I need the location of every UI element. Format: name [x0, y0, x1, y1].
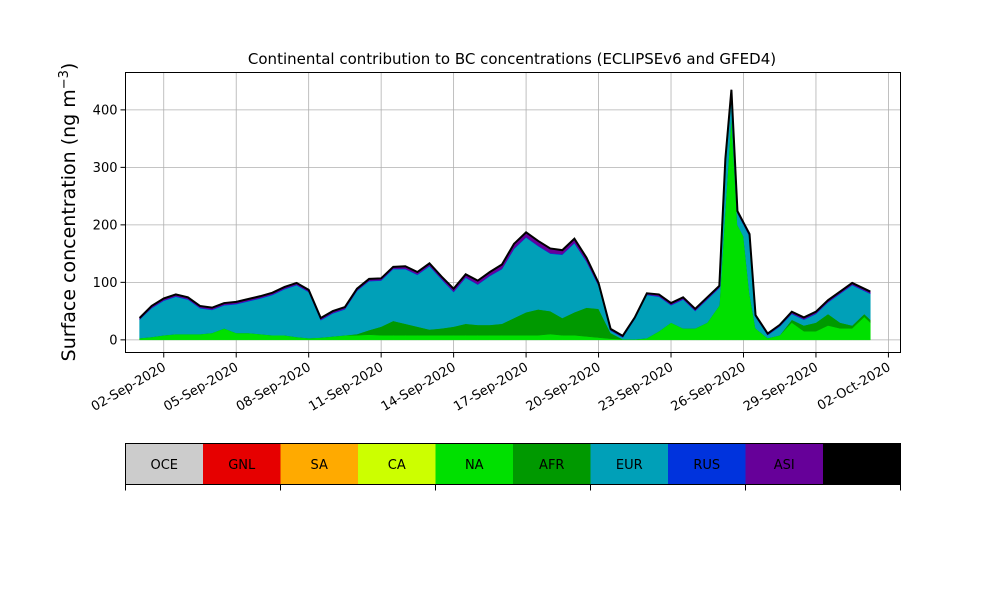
legend-label-asi: ASI [774, 458, 795, 473]
y-tick-label: 0 [109, 333, 117, 348]
x-tick-label: 29-Sep-2020 [741, 360, 821, 415]
legend-swatch-ca [358, 443, 436, 485]
legend-label-oce: OCE [150, 458, 178, 473]
y-tick-label: 100 [93, 276, 118, 291]
x-tick-label: 02-Sep-2020 [89, 360, 169, 415]
legend-label-gnl: GNL [228, 458, 256, 473]
x-tick-label: 20-Sep-2020 [524, 360, 604, 415]
y-axis-label-exponent: −3 [57, 70, 72, 89]
legend-swatch-aus [823, 443, 901, 485]
x-tick-label: 11-Sep-2020 [306, 360, 386, 415]
y-axis-label: Surface concentration (ng m−3) [57, 63, 80, 362]
legend-swatch-na [435, 443, 513, 485]
legend-label-afr: AFR [539, 458, 564, 473]
legend-swatch-oce [125, 443, 203, 485]
y-axis-label-close: ) [58, 63, 80, 70]
x-tick-label: 17-Sep-2020 [451, 360, 531, 415]
stacked-areas [139, 89, 871, 341]
x-axis: 02-Sep-202005-Sep-202008-Sep-202011-Sep-… [89, 352, 893, 415]
x-gridlines [163, 72, 889, 353]
x-tick-label: 23-Sep-2020 [596, 360, 676, 415]
legend-label-ca: CA [388, 458, 406, 473]
legend-frame [125, 443, 901, 485]
legend-label-rus: RUS [693, 458, 720, 473]
legend-swatch-gnl [203, 443, 281, 485]
legend-swatch-rus [668, 443, 746, 485]
x-tick-label: 02-Oct-2020 [815, 360, 893, 414]
legend-swatch-asi [745, 443, 823, 485]
y-tick-label: 300 [93, 161, 118, 176]
y-axis-label-main: Surface concentration (ng m [58, 89, 80, 361]
y-tick-label: 400 [93, 103, 118, 118]
y-tick-label: 200 [93, 218, 118, 233]
legend-swatch-eur [590, 443, 668, 485]
x-tick-label: 26-Sep-2020 [669, 360, 749, 415]
area-eur [139, 92, 871, 340]
legend-label-sa: SA [311, 458, 328, 473]
region-colorbar-legend: OCE GNL SA CA NA AFR EUR RUS ASI AUS [125, 443, 901, 491]
chart-title: Continental contribution to BC concentra… [248, 50, 776, 68]
legend-label-eur: EUR [616, 458, 643, 473]
legend-label-aus: AUS [848, 458, 875, 473]
legend-swatch-afr [513, 443, 591, 485]
legend-swatch-sa [280, 443, 358, 485]
x-tick-label: 05-Sep-2020 [161, 360, 241, 415]
x-tick-label: 14-Sep-2020 [379, 360, 459, 415]
total-outline-line [138, 89, 871, 338]
y-axis: 0 100 200 300 400 [93, 103, 126, 348]
x-tick-label: 08-Sep-2020 [234, 360, 314, 415]
plot-frame [125, 72, 901, 353]
legend-label-na: NA [465, 458, 484, 473]
